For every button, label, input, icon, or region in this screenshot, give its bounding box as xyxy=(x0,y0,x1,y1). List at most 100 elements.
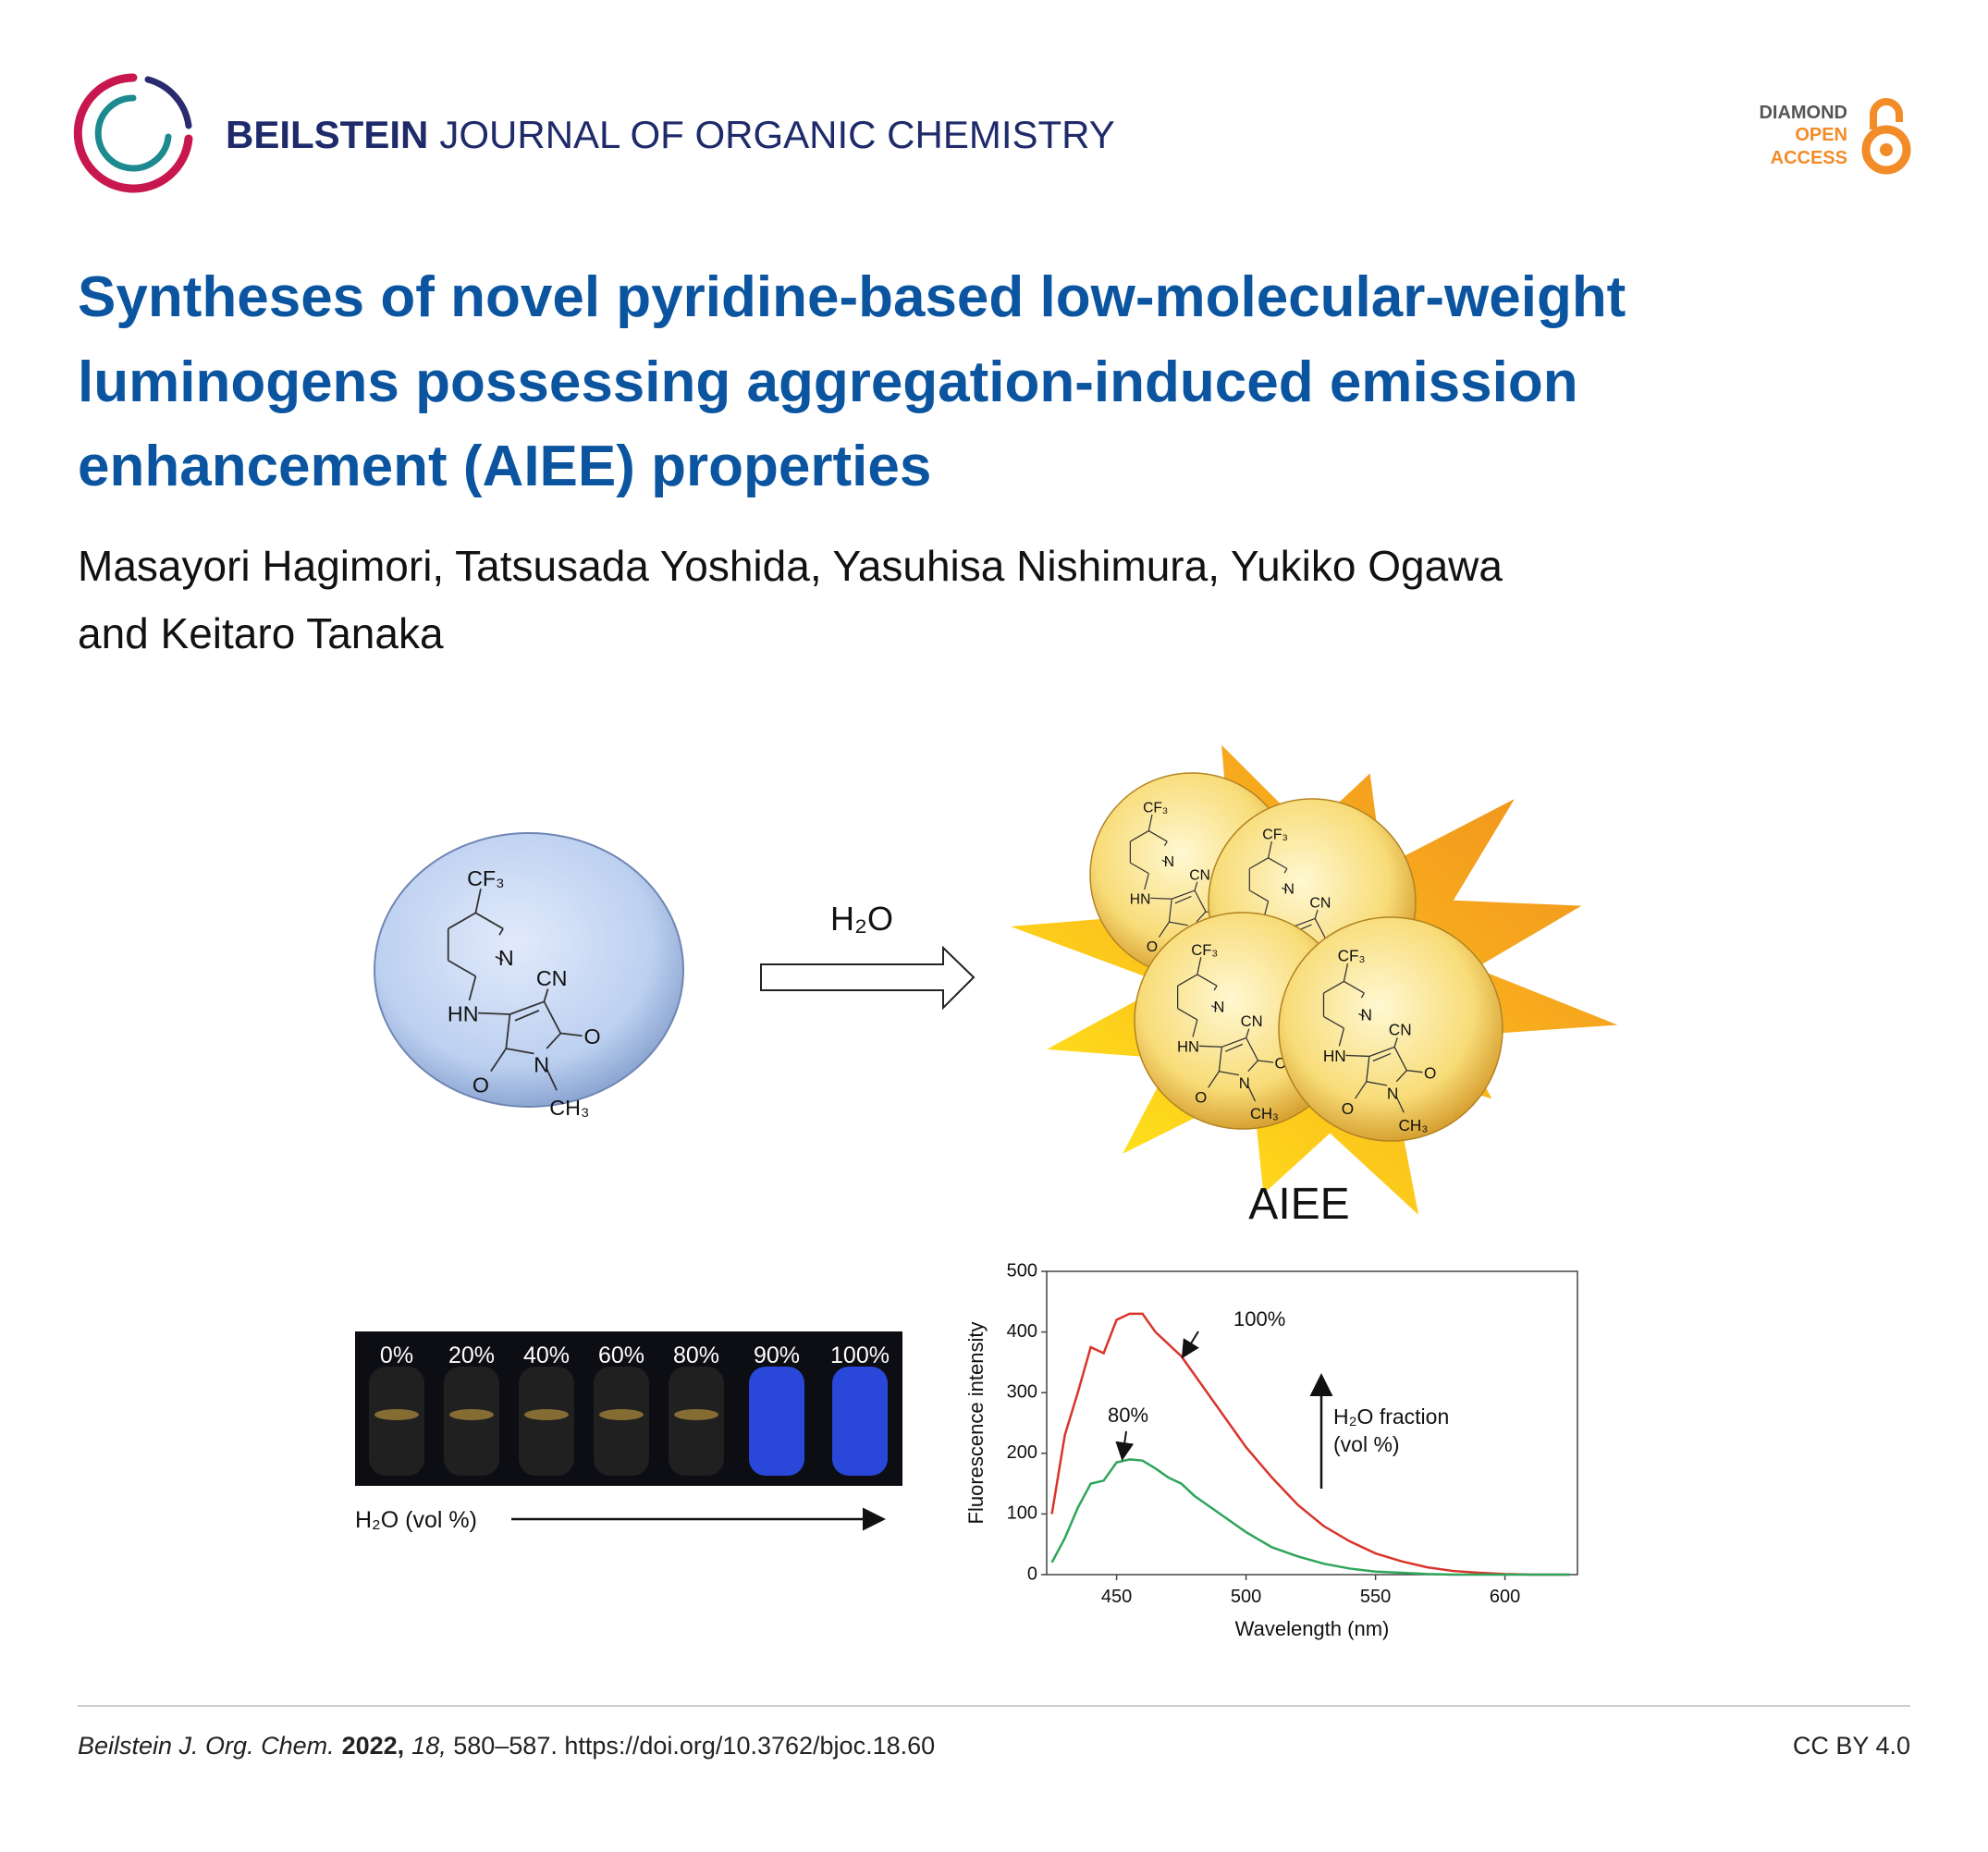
author-line: and Keitaro Tanaka xyxy=(78,609,444,657)
bond xyxy=(1174,895,1192,904)
bond xyxy=(1323,980,1344,994)
bond xyxy=(1358,1012,1365,1017)
molecule-label: O xyxy=(1147,939,1158,955)
molecule-label: HN xyxy=(448,1002,479,1026)
bond xyxy=(1248,889,1269,902)
molecule-label: CN xyxy=(1189,868,1210,884)
bond xyxy=(1198,1045,1222,1048)
molecule-label: N xyxy=(1387,1085,1398,1103)
vial xyxy=(749,1367,804,1476)
y-tick-label: 200 xyxy=(1007,1442,1037,1463)
plot-frame xyxy=(1046,1270,1578,1576)
molecule-label: N xyxy=(498,946,514,970)
molecule-label: CF₃ xyxy=(1338,947,1366,965)
bond xyxy=(546,1068,558,1091)
authors: Masayori Hagimori, Tatsusada Yoshida, Ya… xyxy=(78,542,1503,657)
bond xyxy=(546,1032,561,1049)
vial xyxy=(669,1367,724,1476)
bond xyxy=(1355,1081,1368,1099)
series-line xyxy=(1050,1312,1570,1576)
y-tick-label: 400 xyxy=(1007,1321,1037,1342)
aggregate-sphere xyxy=(1278,916,1503,1142)
series-label: 100% xyxy=(1233,1307,1285,1331)
molecule-label: N xyxy=(1213,999,1224,1016)
bond xyxy=(478,1012,510,1015)
vial-label: 100% xyxy=(830,1343,890,1368)
citation-pages-doi: 580–587. https://doi.org/10.3762/bjoc.18… xyxy=(447,1732,935,1760)
y-tick-label: 500 xyxy=(1007,1260,1037,1281)
molecule-label: O xyxy=(1342,1099,1354,1118)
bond xyxy=(1163,840,1168,846)
title-line: Syntheses of novel pyridine-based low-mo… xyxy=(78,265,1626,329)
bond xyxy=(1338,1027,1345,1047)
series-pointer xyxy=(1181,1331,1199,1359)
bond xyxy=(1247,1060,1258,1073)
bond xyxy=(1194,881,1198,891)
bond xyxy=(1213,985,1218,991)
y-tick-label: 300 xyxy=(1007,1381,1037,1402)
bond xyxy=(543,1000,562,1034)
vial-label: 80% xyxy=(673,1343,719,1368)
bond xyxy=(1366,1056,1370,1082)
bond xyxy=(1177,1008,1198,1021)
bond xyxy=(448,959,476,977)
vial-glow xyxy=(449,1409,494,1420)
vial-label: 40% xyxy=(523,1343,570,1368)
bond xyxy=(1148,830,1168,842)
annotation: (vol %) xyxy=(1333,1432,1400,1456)
bond xyxy=(1219,1071,1240,1076)
series-line xyxy=(1050,1458,1570,1576)
molecule-label: CN xyxy=(536,966,568,990)
bond xyxy=(1171,889,1196,900)
bond xyxy=(1366,1081,1388,1086)
bond xyxy=(1150,897,1172,900)
bond xyxy=(1208,1071,1220,1088)
x-tick-label: 550 xyxy=(1360,1587,1391,1607)
molecule-label: CN xyxy=(1389,1021,1412,1039)
vial-axis-label: H₂O (vol %) xyxy=(355,1507,477,1533)
bond xyxy=(1314,918,1327,941)
molecule-label: N xyxy=(1361,1005,1372,1024)
license: CC BY 4.0 xyxy=(1793,1732,1910,1760)
bond xyxy=(560,1032,583,1037)
bond xyxy=(1224,1043,1244,1052)
bond xyxy=(1147,814,1153,831)
bond xyxy=(1247,1085,1257,1102)
bond xyxy=(1196,957,1202,975)
bond xyxy=(1360,992,1365,999)
bond xyxy=(514,1010,540,1022)
vial xyxy=(832,1367,888,1476)
bond xyxy=(1246,1037,1259,1061)
bond xyxy=(1196,911,1207,923)
bond xyxy=(1395,1096,1405,1113)
vial-label: 90% xyxy=(754,1343,800,1368)
series-pointer xyxy=(1115,1430,1135,1461)
bond xyxy=(1345,1054,1369,1058)
bond xyxy=(1372,1052,1392,1062)
bond xyxy=(1196,974,1218,987)
bond xyxy=(1282,887,1288,891)
y-tick-label: 100 xyxy=(1007,1503,1037,1524)
bond xyxy=(1218,1047,1222,1072)
bond xyxy=(1158,921,1170,938)
journal-name-rest: JOURNAL OF ORGANIC CHEMISTRY xyxy=(439,113,1114,156)
molecule-label: HN xyxy=(1130,891,1151,907)
x-tick-label: 450 xyxy=(1101,1587,1132,1607)
bond xyxy=(498,927,504,936)
citation-volume: 18, xyxy=(411,1732,447,1760)
bond xyxy=(1248,857,1269,870)
molecule-label: O xyxy=(472,1073,489,1097)
bond xyxy=(468,975,477,1001)
molecule-label: N xyxy=(534,1052,549,1076)
molecule-label: HN xyxy=(1177,1038,1199,1056)
bond xyxy=(1393,1037,1398,1048)
molecule-label: CH₃ xyxy=(1398,1116,1428,1135)
bond xyxy=(1314,909,1319,919)
molecule-label: O xyxy=(1195,1089,1207,1107)
bond xyxy=(1343,963,1349,982)
